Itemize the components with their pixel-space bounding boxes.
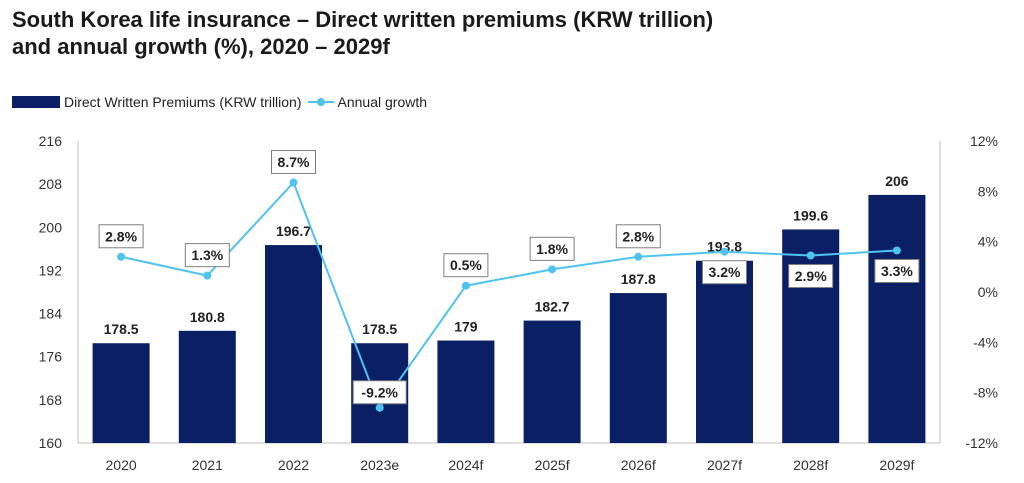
growth-point-2024f	[461, 281, 470, 290]
y-right-tick-label: 8%	[978, 183, 998, 199]
bar-value-label: 193.8	[707, 239, 742, 255]
y-right-tick-label: -8%	[973, 385, 998, 401]
x-tick-label: 2021	[192, 457, 223, 473]
legend-label-premiums: Direct Written Premiums (KRW trillion)	[64, 94, 302, 110]
bar-value-label: 179	[454, 319, 478, 335]
x-tick-label: 2022	[278, 457, 309, 473]
growth-label-box	[98, 224, 144, 249]
bar-2025f	[523, 320, 581, 443]
bar-value-label: 196.7	[276, 223, 311, 239]
y-left-tick-label: 216	[39, 133, 63, 149]
x-tick-label: 2028f	[793, 457, 828, 473]
growth-point-2020	[117, 252, 126, 261]
chart-title-line-1: South Korea life insurance – Direct writ…	[12, 7, 714, 32]
growth-point-2027f	[720, 247, 729, 256]
y-left-tick-label: 208	[39, 176, 63, 192]
growth-value-label: 0.5%	[450, 257, 482, 273]
bar-2020	[92, 343, 150, 443]
bar-2022	[265, 245, 322, 443]
legend-item-premiums: Direct Written Premiums (KRW trillion)	[12, 94, 302, 110]
growth-value-label: 8.7%	[278, 154, 310, 170]
bar-value-label: 187.8	[621, 271, 656, 287]
growth-label-box	[352, 380, 407, 405]
growth-label-box	[443, 253, 489, 278]
growth-point-2022	[289, 178, 298, 187]
growth-point-2025f	[548, 265, 557, 274]
bar-value-label: 178.5	[104, 321, 139, 337]
growth-label-box	[874, 258, 920, 283]
bar-2027f	[696, 260, 753, 443]
growth-value-label: 2.8%	[105, 228, 137, 244]
growth-point-2029f	[892, 246, 901, 255]
y-left-tick-label: 184	[39, 306, 63, 322]
growth-point-2026f	[634, 252, 643, 261]
x-tick-label: 2023e	[360, 457, 399, 473]
growth-value-label: -9.2%	[361, 384, 398, 400]
chart-legend: Direct Written Premiums (KRW trillion) A…	[12, 92, 433, 112]
growth-point-2028f	[806, 251, 815, 260]
growth-point-2023e	[375, 403, 384, 412]
y-right-tick-label: 12%	[970, 133, 998, 149]
bar-2026f	[609, 293, 667, 443]
bar-value-label: 178.5	[362, 321, 397, 337]
growth-value-label: 3.2%	[709, 264, 741, 280]
x-tick-label: 2020	[106, 457, 137, 473]
y-left-tick-label: 200	[39, 219, 63, 235]
legend-item-growth: Annual growth	[307, 94, 428, 110]
growth-value-label: 2.8%	[622, 228, 654, 244]
bar-2021	[178, 330, 236, 443]
x-tick-label: 2027f	[707, 457, 742, 473]
bar-2024f	[437, 340, 495, 443]
y-left-tick-label: 176	[39, 349, 63, 365]
bar-value-label: 182.7	[535, 299, 570, 315]
growth-label-box	[615, 224, 661, 249]
growth-label-box	[788, 264, 834, 289]
legend-line-swatch	[307, 96, 334, 108]
growth-value-label: 1.3%	[191, 247, 223, 263]
chart-title: South Korea life insurance – Direct writ…	[12, 6, 1012, 60]
x-tick-label: 2029f	[879, 457, 914, 473]
growth-label-box	[184, 243, 230, 268]
growth-value-label: 1.8%	[536, 241, 568, 257]
growth-value-label: 2.9%	[795, 268, 827, 284]
growth-label-box	[529, 236, 575, 261]
legend-label-growth: Annual growth	[337, 94, 428, 110]
growth-label-box	[702, 260, 747, 285]
growth-value-label: 3.3%	[881, 263, 913, 279]
y-right-tick-label: 0%	[978, 284, 998, 300]
x-tick-label: 2025f	[535, 457, 570, 473]
y-left-tick-label: 160	[39, 435, 63, 451]
legend-bar-swatch	[12, 96, 60, 108]
y-right-tick-label: -12%	[965, 435, 998, 451]
y-right-tick-label: -4%	[973, 334, 998, 350]
growth-line	[120, 180, 897, 410]
chart-title-line-2: and annual growth (%), 2020 – 2029f	[12, 34, 390, 59]
growth-label-box	[271, 150, 316, 175]
bar-2028f	[782, 229, 840, 443]
bar-value-label: 180.8	[190, 309, 225, 325]
y-left-tick-label: 192	[39, 262, 63, 278]
x-tick-label: 2024f	[448, 457, 483, 473]
y-left-tick-label: 168	[39, 392, 63, 408]
bar-value-label: 199.6	[793, 207, 828, 223]
y-right-tick-label: 4%	[978, 234, 998, 250]
growth-point-2021	[203, 271, 212, 280]
bar-value-label: 206	[885, 173, 909, 189]
bar-2029f	[868, 194, 926, 443]
x-tick-label: 2026f	[621, 457, 656, 473]
